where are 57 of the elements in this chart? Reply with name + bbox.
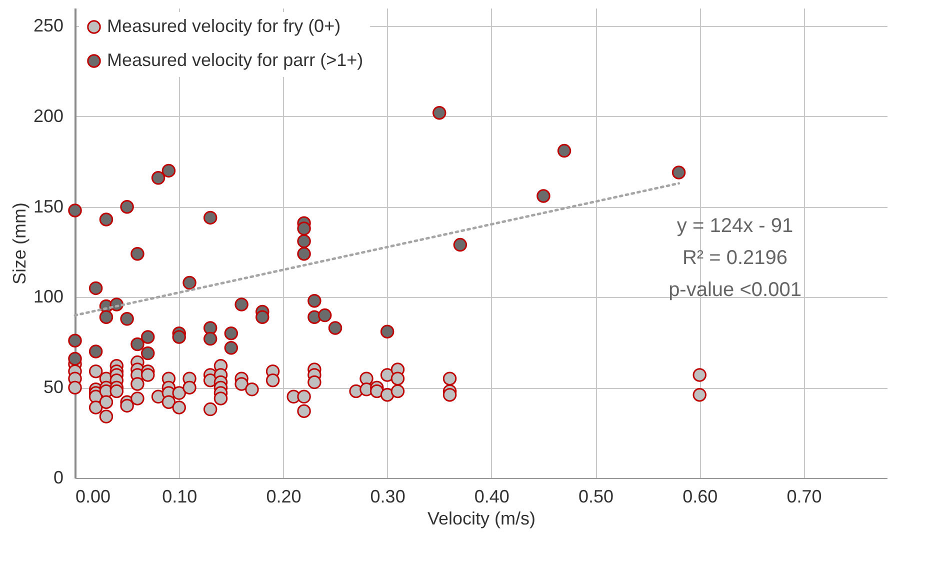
point xyxy=(297,234,311,248)
point xyxy=(203,321,218,335)
point xyxy=(130,246,144,261)
x-tick-label: 0.60 xyxy=(682,486,718,506)
y-tick-label: 200 xyxy=(33,106,64,126)
point xyxy=(380,324,394,338)
point xyxy=(224,340,238,355)
point xyxy=(88,344,103,358)
x-tick-label: 0.30 xyxy=(370,486,406,506)
annotation: R² = 0.2196 xyxy=(682,247,788,269)
x-tick-label: 0.40 xyxy=(474,486,510,506)
point xyxy=(99,310,114,324)
point xyxy=(68,204,82,218)
point xyxy=(172,330,186,344)
point xyxy=(318,308,332,322)
point xyxy=(68,352,82,366)
point xyxy=(297,246,311,261)
point xyxy=(557,144,572,158)
legend-label: Measured velocity for fry (0+) xyxy=(107,16,341,36)
point xyxy=(203,210,218,225)
point xyxy=(99,212,114,226)
x-tick-label: 0.00 xyxy=(76,486,111,506)
point xyxy=(328,321,342,335)
point xyxy=(297,222,311,236)
y-axis-title: Size (mm) xyxy=(9,202,30,284)
point xyxy=(203,332,218,346)
x-tick-label: 0.10 xyxy=(162,486,198,506)
point xyxy=(536,189,550,203)
point xyxy=(151,171,166,185)
y-tick-label: 100 xyxy=(33,286,64,307)
y-tick-label: 50 xyxy=(43,377,64,398)
x-tick-label: 0.70 xyxy=(786,486,822,506)
point xyxy=(182,276,196,290)
point xyxy=(234,298,248,312)
annotation: y = 124x - 91 xyxy=(676,215,794,237)
point xyxy=(256,310,270,324)
point xyxy=(141,346,155,360)
point xyxy=(224,326,238,340)
point xyxy=(162,164,176,178)
point xyxy=(141,330,155,344)
x-tick-label: 0.50 xyxy=(578,486,614,506)
x-axis-title: Velocity (m/s) xyxy=(427,508,536,528)
y-tick-label: 150 xyxy=(33,196,64,216)
x-tick-label: 0.20 xyxy=(266,486,302,506)
point xyxy=(130,337,144,352)
point xyxy=(672,166,686,180)
y-tick-label: 0 xyxy=(53,468,64,488)
point xyxy=(68,334,82,348)
point xyxy=(308,294,322,308)
y-tick-label: 250 xyxy=(33,16,64,36)
annotation: p-value <0.001 xyxy=(668,279,802,301)
point xyxy=(120,312,134,326)
point xyxy=(432,106,446,120)
point xyxy=(88,281,103,296)
legend-label: Measured velocity for parr (>1+) xyxy=(107,50,364,70)
point xyxy=(120,200,134,214)
point xyxy=(453,238,468,252)
